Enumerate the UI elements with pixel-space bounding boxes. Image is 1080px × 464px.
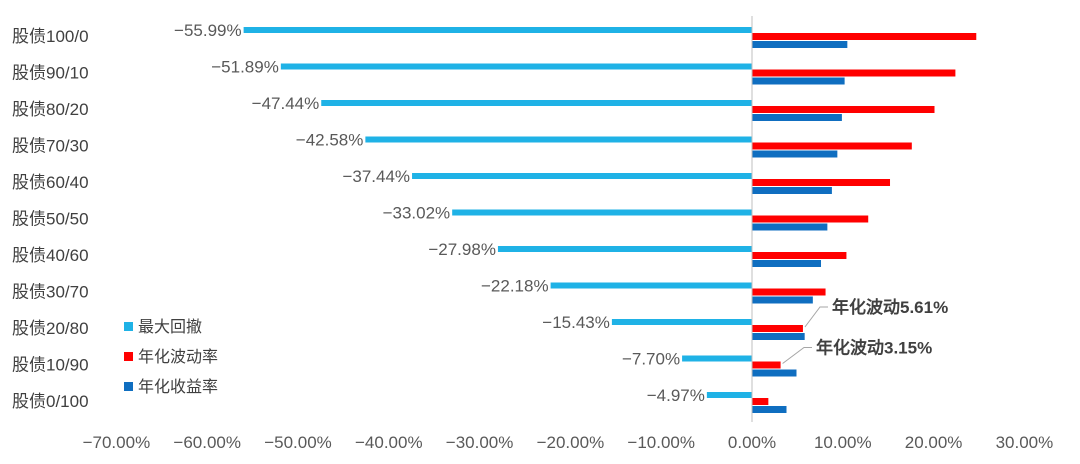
data-label-max-drawdown: −55.99% bbox=[174, 21, 242, 40]
bar-annual-return bbox=[752, 150, 838, 158]
bar-max-drawdown bbox=[706, 392, 752, 398]
category-label: 股债60/40 bbox=[12, 173, 89, 192]
data-labels: −55.99% −51.89% −47.44% −42.58% −37.44% −33.0… bbox=[174, 21, 705, 405]
bar-annual-return bbox=[752, 260, 822, 267]
data-label-max-drawdown: −27.98% bbox=[428, 240, 496, 259]
bar-max-drawdown bbox=[365, 136, 752, 143]
x-tick-label: −20.00% bbox=[537, 433, 605, 452]
bar-annual-return bbox=[752, 77, 845, 85]
bar-annual-return bbox=[752, 223, 828, 231]
x-tick-label: −10.00% bbox=[627, 433, 695, 452]
category-label: 股债0/100 bbox=[12, 392, 89, 411]
category-labels: 股债100/0 股债90/10 股债80/20 股债70/30 股债60/40 股债50/… bbox=[12, 27, 89, 411]
category-label: 股债70/30 bbox=[12, 137, 89, 156]
bar-max-drawdown bbox=[243, 27, 753, 33]
annotations: 年化波动5.61% 年化波动3.15% bbox=[782, 297, 948, 364]
category-label: 股债50/50 bbox=[12, 210, 89, 229]
legend-swatch bbox=[124, 352, 133, 361]
category-label: 股债30/70 bbox=[12, 283, 89, 302]
annotation-label: 年化波动3.15% bbox=[816, 338, 932, 358]
data-label-max-drawdown: −15.43% bbox=[542, 313, 610, 332]
legend-label: 年化波动率 bbox=[138, 348, 218, 366]
bar-annual-volatility bbox=[752, 252, 847, 259]
bar-annual-return bbox=[752, 41, 848, 48]
x-tick-label: −40.00% bbox=[355, 433, 423, 452]
data-label-max-drawdown: −42.58% bbox=[296, 131, 364, 150]
bar-annual-return bbox=[752, 333, 805, 340]
x-axis-tick-labels: −70.00% −60.00% −50.00% −40.00% −30.00% −20.0… bbox=[83, 433, 1054, 452]
data-label-max-drawdown: −22.18% bbox=[481, 277, 549, 296]
bar-max-drawdown bbox=[682, 355, 752, 362]
legend-swatch bbox=[124, 382, 133, 391]
category-label: 股债80/20 bbox=[12, 100, 89, 119]
data-label-max-drawdown: −51.89% bbox=[211, 58, 279, 77]
bar-annual-volatility bbox=[752, 69, 956, 77]
category-label: 股债10/90 bbox=[12, 356, 89, 375]
data-label-max-drawdown: −4.97% bbox=[647, 386, 705, 405]
bar-max-drawdown bbox=[412, 173, 752, 179]
legend-swatch bbox=[124, 322, 133, 331]
x-tick-label: 10.00% bbox=[814, 433, 872, 452]
bar-max-drawdown bbox=[550, 282, 752, 289]
bar-annual-volatility bbox=[752, 398, 769, 405]
bar-max-drawdown bbox=[497, 246, 752, 252]
annotation-leader-line bbox=[782, 347, 812, 364]
bar-annual-volatility bbox=[752, 215, 869, 223]
x-tick-label: −60.00% bbox=[173, 433, 241, 452]
bar-annual-return bbox=[752, 114, 842, 121]
data-label-max-drawdown: −33.02% bbox=[383, 204, 451, 223]
bar-annual-volatility bbox=[752, 179, 891, 186]
data-label-max-drawdown: −7.70% bbox=[622, 350, 680, 369]
bar-annual-return bbox=[752, 406, 787, 413]
bar-annual-return bbox=[752, 369, 797, 377]
category-label: 股债40/60 bbox=[12, 246, 89, 265]
x-tick-label: 0.00% bbox=[728, 433, 776, 452]
bar-annual-volatility bbox=[752, 33, 977, 40]
bar-annual-volatility bbox=[752, 142, 912, 150]
x-tick-label: −70.00% bbox=[83, 433, 151, 452]
bar-annual-volatility bbox=[752, 361, 781, 369]
x-tick-label: −30.00% bbox=[446, 433, 514, 452]
x-tick-label: 20.00% bbox=[905, 433, 963, 452]
category-label: 股债20/80 bbox=[12, 319, 89, 338]
bars-layer bbox=[243, 27, 977, 413]
x-tick-label: 30.00% bbox=[996, 433, 1054, 452]
bar-annual-volatility bbox=[752, 288, 826, 296]
x-tick-label: −50.00% bbox=[264, 433, 332, 452]
bar-annual-volatility bbox=[752, 106, 935, 113]
bar-max-drawdown bbox=[321, 100, 752, 106]
legend-label: 年化收益率 bbox=[138, 378, 218, 396]
bar-max-drawdown bbox=[452, 209, 752, 216]
bar-annual-volatility bbox=[752, 325, 803, 332]
bar-max-drawdown bbox=[611, 319, 752, 325]
bar-annual-return bbox=[752, 296, 813, 304]
data-label-max-drawdown: −37.44% bbox=[342, 167, 410, 186]
bar-annual-return bbox=[752, 187, 832, 194]
annotation-leader-line bbox=[804, 306, 828, 328]
category-label: 股债100/0 bbox=[12, 27, 89, 46]
legend-label: 最大回撤 bbox=[138, 318, 202, 336]
annotation-label: 年化波动5.61% bbox=[832, 297, 948, 317]
data-label-max-drawdown: −47.44% bbox=[252, 94, 320, 113]
category-label: 股债90/10 bbox=[12, 64, 89, 83]
bar-max-drawdown bbox=[280, 63, 752, 70]
